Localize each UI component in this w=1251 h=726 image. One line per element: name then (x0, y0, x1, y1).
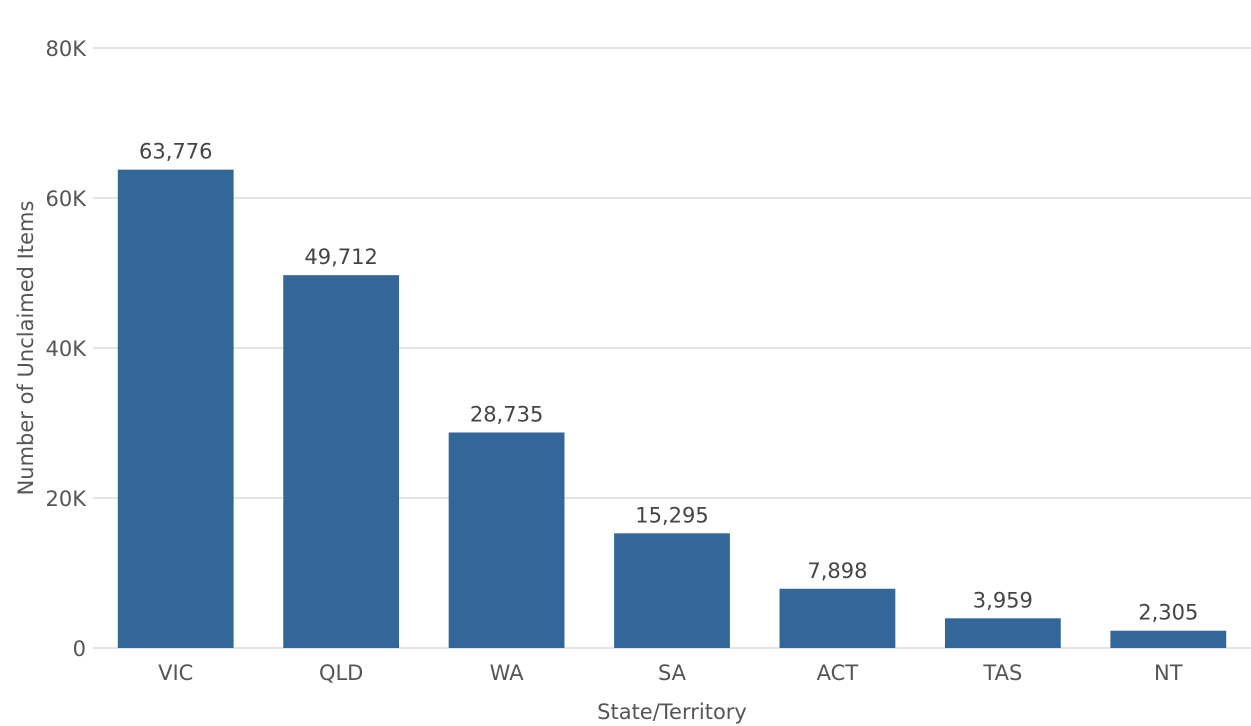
bar-tas (944, 618, 1061, 648)
data-label-tas: 3,959 (973, 588, 1033, 612)
bar-sa (614, 533, 730, 648)
data-label-vic: 63,776 (139, 140, 212, 164)
x-tick-label: VIC (158, 661, 193, 685)
x-tick-label: QLD (319, 661, 363, 685)
x-tick-label: ACT (817, 661, 859, 685)
data-label-act: 7,898 (807, 559, 867, 583)
data-label-nt: 2,305 (1138, 601, 1198, 625)
y-tick-label: 60K (46, 187, 88, 211)
data-label-wa: 28,735 (470, 402, 543, 426)
y-axis-title: Number of Unclaimed Items (14, 201, 38, 496)
y-tick-label: 0 (73, 637, 86, 661)
x-axis-title: State/Territory (597, 700, 747, 724)
bar-vic (117, 169, 234, 648)
bar-wa (448, 432, 565, 648)
x-tick-label: TAS (982, 661, 1022, 685)
bars (117, 169, 1227, 648)
data-label-qld: 49,712 (304, 245, 377, 269)
x-tick-label: NT (1154, 661, 1183, 685)
y-axis-ticks: 0 20K 40K 60K 80K (46, 37, 88, 661)
y-tick-label: 40K (46, 337, 88, 361)
bar-qld (283, 275, 400, 648)
y-tick-label: 80K (46, 37, 88, 61)
y-tick-label: 20K (46, 487, 88, 511)
x-tick-label: SA (658, 661, 687, 685)
x-tick-label: WA (490, 661, 525, 685)
data-labels: 63,776 49,712 28,735 15,295 7,898 3,959 2,305 (139, 140, 1198, 625)
bar-act (779, 588, 896, 648)
x-axis-ticks: VIC QLD WA SA ACT TAS NT (158, 661, 1183, 685)
bar-nt (1110, 630, 1227, 648)
data-label-sa: 15,295 (635, 503, 708, 527)
